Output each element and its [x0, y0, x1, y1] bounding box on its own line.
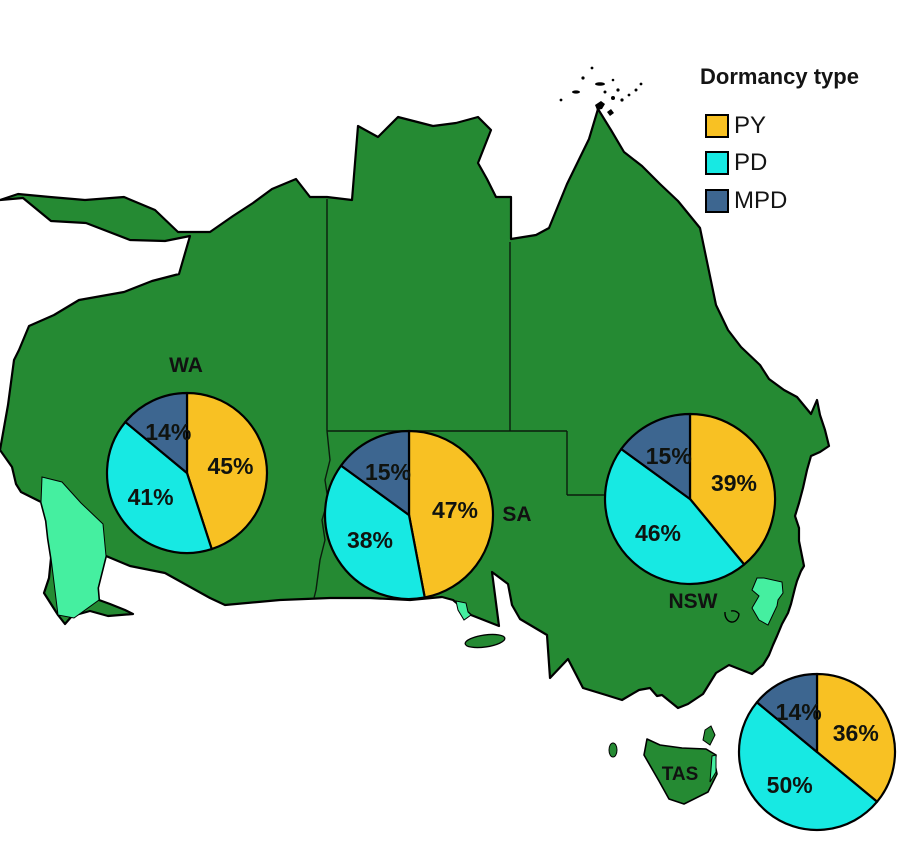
svg-text:41%: 41%: [128, 484, 174, 510]
svg-text:14%: 14%: [776, 699, 822, 725]
svg-text:15%: 15%: [646, 443, 692, 469]
svg-text:47%: 47%: [432, 497, 478, 523]
svg-text:50%: 50%: [767, 772, 813, 798]
svg-text:39%: 39%: [711, 470, 757, 496]
svg-text:38%: 38%: [347, 527, 393, 553]
svg-text:14%: 14%: [145, 419, 191, 445]
svg-text:45%: 45%: [207, 453, 253, 479]
svg-text:36%: 36%: [833, 720, 879, 746]
svg-text:NSW: NSW: [669, 590, 718, 613]
svg-text:WA: WA: [169, 354, 203, 377]
svg-text:46%: 46%: [635, 520, 681, 546]
svg-text:TAS: TAS: [662, 764, 699, 785]
svg-text:SA: SA: [502, 503, 531, 526]
svg-text:15%: 15%: [365, 459, 411, 485]
